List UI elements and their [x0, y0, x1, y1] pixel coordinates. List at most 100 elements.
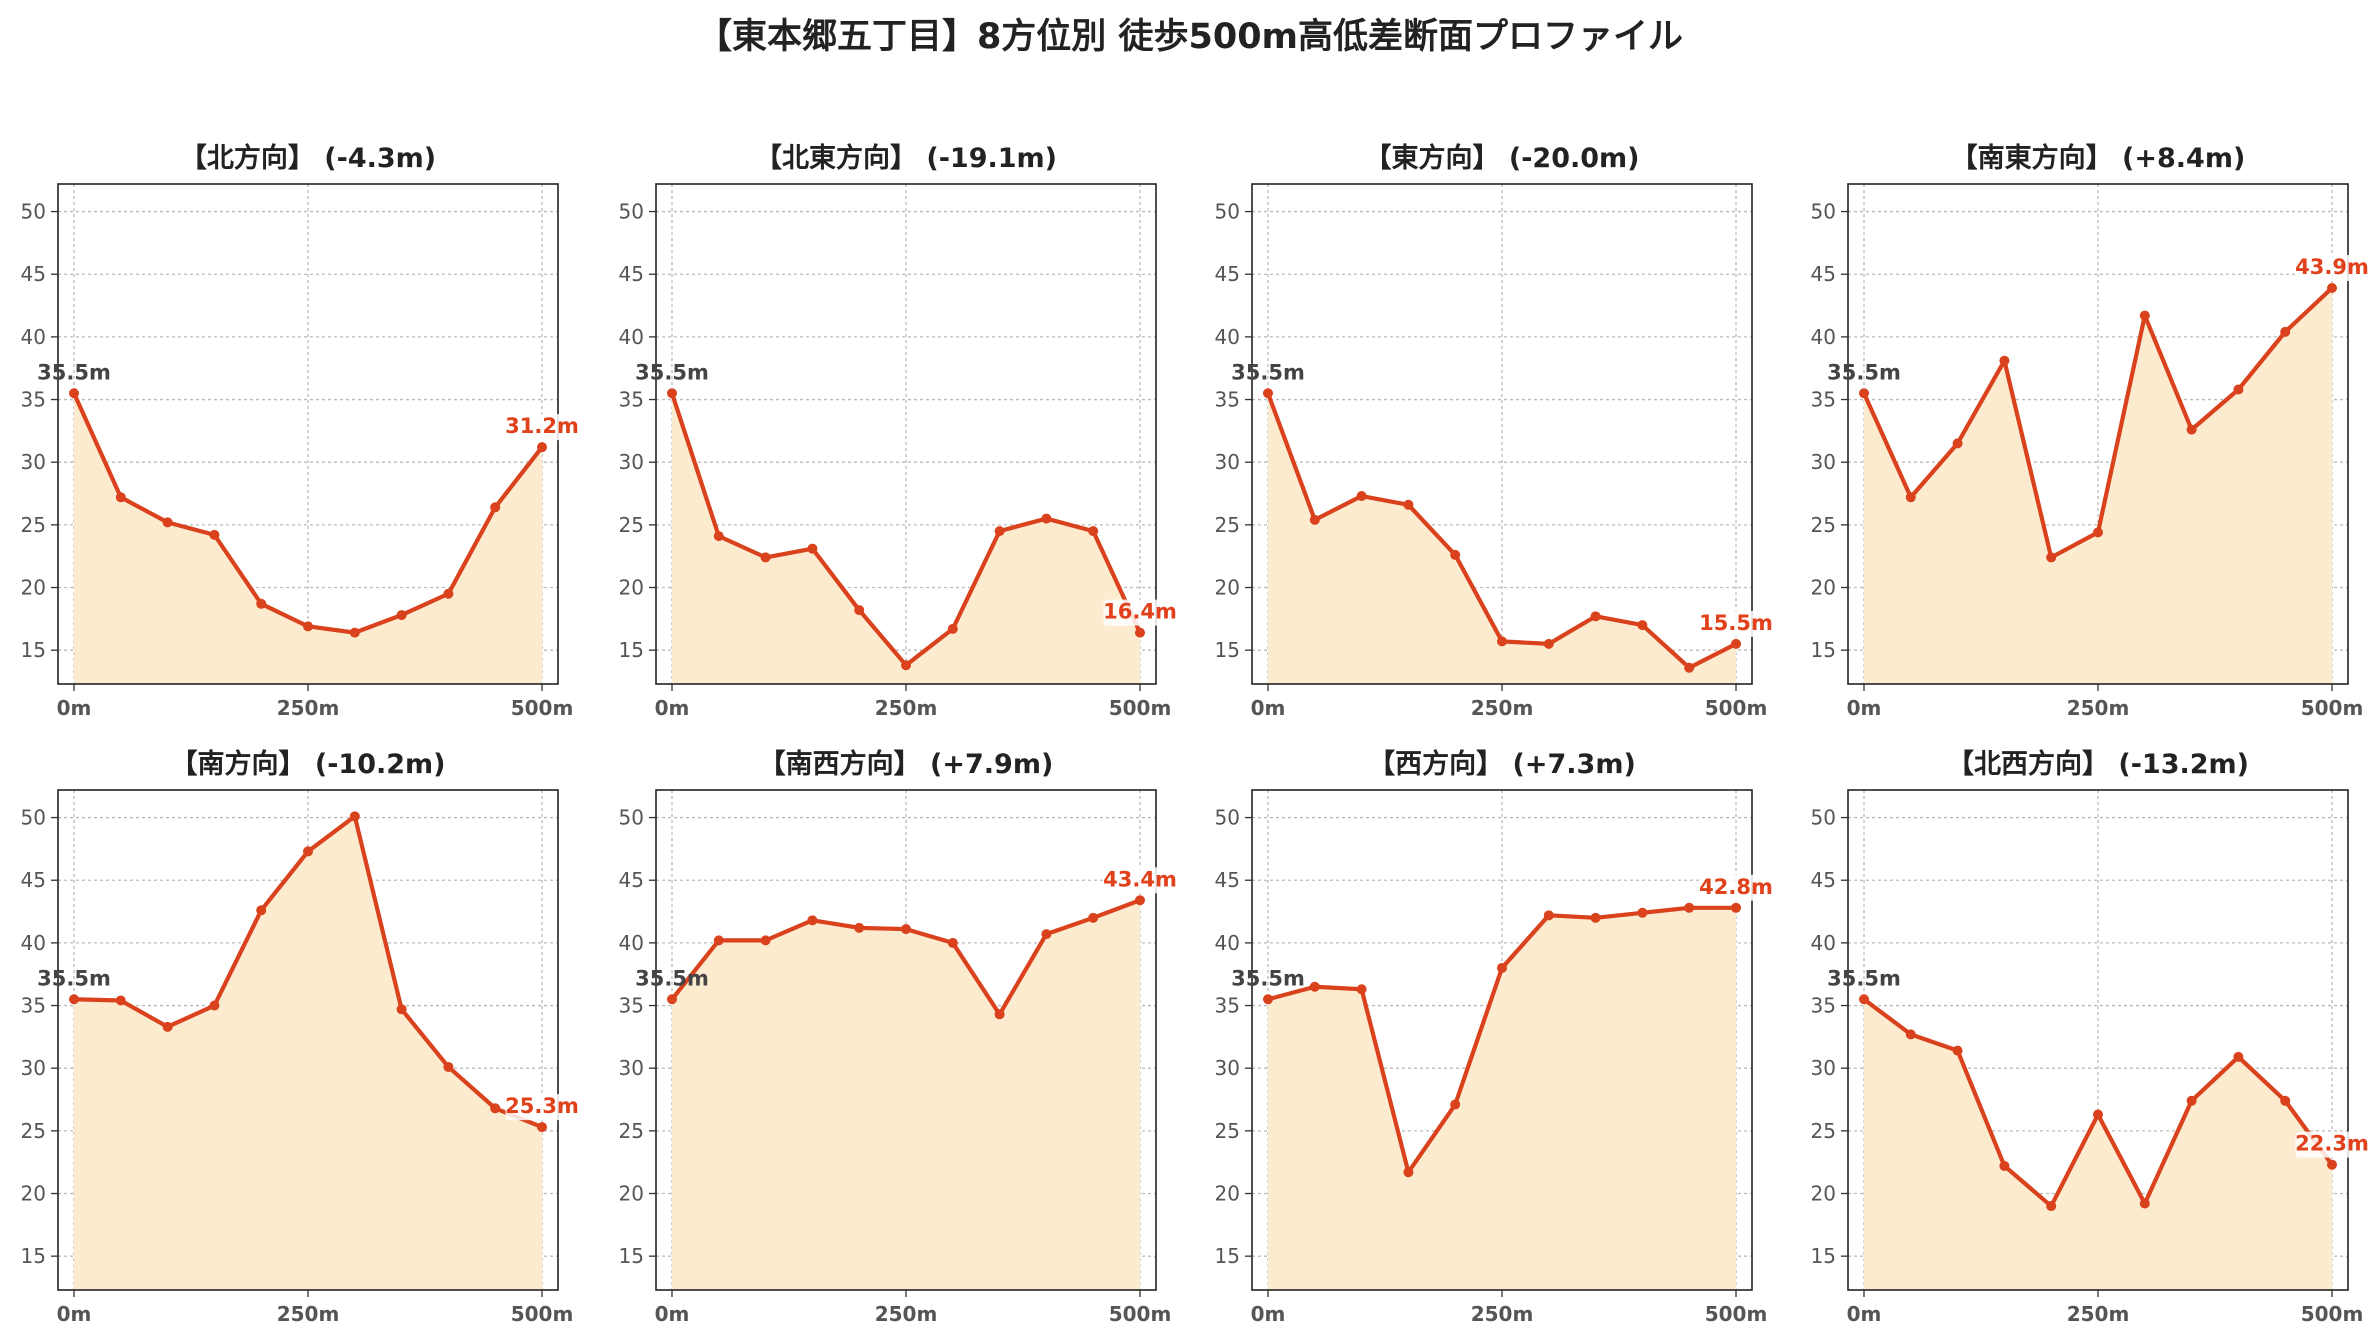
data-point [1543, 638, 1554, 649]
x-tick-label: 250m [277, 1302, 340, 1326]
x-tick-label: 500m [1109, 1302, 1172, 1326]
panel-title: 【南東方向】 (+8.4m) [1951, 142, 2246, 174]
x-tick-label: 250m [277, 696, 340, 720]
data-point [1497, 636, 1507, 647]
data-point [1543, 910, 1554, 921]
data-point [1403, 1167, 1414, 1178]
data-point [807, 543, 818, 554]
y-tick-label: 15 [1811, 1244, 1836, 1268]
data-point [2093, 527, 2103, 538]
data-point [1403, 499, 1414, 510]
data-point [396, 1004, 407, 1015]
data-point [1309, 514, 1320, 525]
x-tick-label: 500m [1705, 696, 1768, 720]
end-label-box [2295, 255, 2369, 282]
y-tick-label: 50 [619, 806, 644, 830]
elevation-area [1864, 999, 2332, 1290]
elevation-area [1268, 393, 1736, 684]
data-point [303, 846, 313, 857]
x-tick-label: 250m [1471, 1302, 1534, 1326]
y-tick-label: 20 [21, 1182, 46, 1206]
data-point [2093, 1109, 2103, 1120]
end-label-box [505, 1094, 579, 1121]
y-tick-label: 40 [619, 931, 644, 955]
y-tick-label: 30 [21, 1056, 46, 1080]
data-point [115, 492, 126, 503]
data-point [1731, 902, 1741, 913]
data-point [854, 605, 865, 616]
y-tick-label: 35 [21, 994, 46, 1018]
y-tick-label: 40 [1215, 931, 1240, 955]
panel-title: 【南西方向】 (+7.9m) [759, 748, 1054, 780]
y-tick-label: 30 [1811, 450, 1836, 474]
x-tick-label: 0m [1847, 696, 1882, 720]
data-point [69, 388, 79, 399]
y-tick-label: 50 [1811, 806, 1836, 830]
data-point [2139, 1198, 2150, 1209]
y-tick-label: 15 [21, 638, 46, 662]
data-point [2233, 1051, 2244, 1062]
x-tick-label: 0m [1251, 1302, 1286, 1326]
x-tick-label: 250m [1471, 696, 1534, 720]
y-tick-label: 50 [1215, 806, 1240, 830]
data-point [2186, 424, 2197, 435]
data-point [1859, 388, 1869, 399]
data-point [760, 552, 771, 563]
data-point [1999, 1160, 2010, 1171]
data-point [1088, 526, 1099, 537]
y-tick-label: 45 [1215, 868, 1240, 892]
data-point [1497, 962, 1507, 973]
y-tick-label: 45 [1215, 262, 1240, 286]
y-tick-label: 25 [1811, 513, 1836, 537]
elevation-area [672, 393, 1140, 684]
x-tick-label: 500m [2301, 1302, 2364, 1326]
x-tick-label: 500m [511, 1302, 574, 1326]
y-tick-label: 50 [1215, 200, 1240, 224]
x-tick-label: 250m [2067, 1302, 2130, 1326]
y-tick-label: 45 [1811, 868, 1836, 892]
end-label-box [1699, 874, 1773, 901]
y-tick-label: 15 [21, 1244, 46, 1268]
y-tick-label: 35 [619, 388, 644, 412]
data-point [2327, 1159, 2337, 1170]
data-point [2046, 552, 2057, 563]
y-tick-label: 50 [21, 806, 46, 830]
elevation-area [74, 393, 542, 684]
data-point [396, 610, 407, 621]
data-point [713, 531, 724, 542]
y-tick-label: 25 [21, 1119, 46, 1143]
data-point [1905, 1029, 1916, 1040]
x-tick-label: 250m [875, 1302, 938, 1326]
data-point [1637, 907, 1648, 918]
data-point [443, 588, 454, 599]
y-tick-label: 30 [1215, 450, 1240, 474]
start-elevation-label: 35.5m [635, 966, 709, 990]
end-elevation-label: 31.2m [505, 414, 579, 438]
data-point [1952, 1045, 1963, 1056]
y-tick-label: 25 [1811, 1119, 1836, 1143]
y-tick-label: 25 [1215, 1119, 1240, 1143]
elevation-area [1864, 288, 2332, 684]
data-point [162, 1021, 173, 1032]
end-elevation-label: 43.4m [1103, 867, 1177, 891]
y-tick-label: 20 [619, 576, 644, 600]
data-point [537, 1122, 547, 1133]
y-tick-label: 35 [1811, 994, 1836, 1018]
y-tick-label: 25 [21, 513, 46, 537]
y-tick-label: 40 [1811, 931, 1836, 955]
y-tick-label: 20 [619, 1182, 644, 1206]
start-elevation-label: 35.5m [37, 360, 111, 384]
y-tick-label: 20 [1215, 576, 1240, 600]
data-point [667, 994, 677, 1005]
data-point [1731, 638, 1741, 649]
data-point [303, 621, 313, 632]
data-point [1859, 994, 1869, 1005]
data-point [994, 526, 1005, 537]
data-point [1041, 513, 1052, 524]
end-label-box [1103, 599, 1177, 626]
y-tick-label: 20 [21, 576, 46, 600]
end-elevation-label: 16.4m [1103, 600, 1177, 624]
data-point [2280, 1095, 2291, 1106]
